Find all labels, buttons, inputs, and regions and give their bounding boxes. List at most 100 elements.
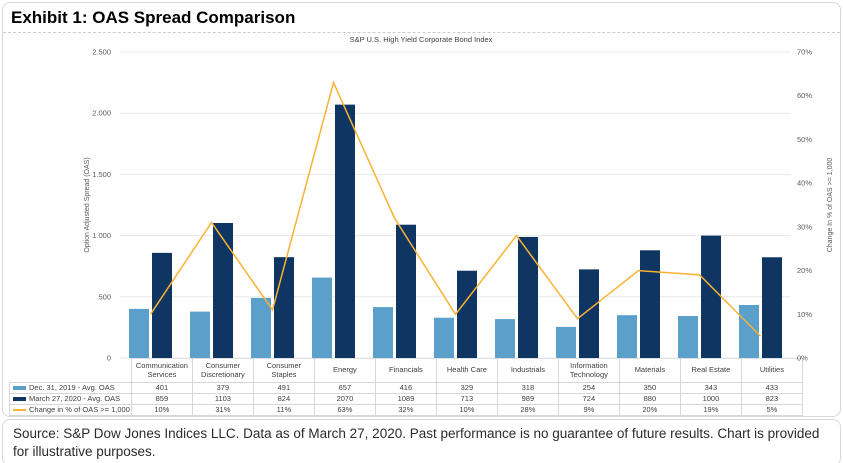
value-march-27-2020-avg-oas-materials: 880 xyxy=(618,393,681,405)
value-march-27-2020-avg-oas-consumer-discretionary: 1103 xyxy=(191,393,254,405)
value-march-27-2020-avg-oas-utilities: 823 xyxy=(740,393,803,405)
legend-label: Dec. 31, 2019 - Avg. OAS xyxy=(29,383,115,393)
category-header-real-estate: Real Estate xyxy=(679,358,742,383)
left-axis-title: Option Adjusted Spread (OAS) xyxy=(84,157,91,252)
legend-swatch-change-in-of-oas-1-000 xyxy=(13,409,26,412)
legend-march-27-2020-avg-oas: March 27, 2020 - Avg. OAS xyxy=(9,393,132,405)
bar-dec-31-2019-avg-oas-consumer-staples xyxy=(251,297,271,358)
right-axis-tick: 20% xyxy=(797,266,812,275)
value-change-in-of-oas-1-000-financials: 32% xyxy=(374,404,437,416)
value-change-in-of-oas-1-000-information-technology: 9% xyxy=(557,404,620,416)
legend-change-in-of-oas-1-000: Change in % of OAS >= 1,000 xyxy=(9,404,132,416)
value-march-27-2020-avg-oas-financials: 1089 xyxy=(374,393,437,405)
right-axis-tick: 70% xyxy=(797,48,812,57)
value-dec-31-2019-avg-oas-energy: 657 xyxy=(313,382,376,394)
bar-dec-31-2019-avg-oas-energy xyxy=(312,277,332,358)
bar-dec-31-2019-avg-oas-consumer-discretionary xyxy=(190,311,210,358)
category-header-consumer-staples: Consumer Staples xyxy=(252,358,315,383)
bar-dec-31-2019-avg-oas-real-estate xyxy=(678,316,698,358)
value-dec-31-2019-avg-oas-consumer-staples: 491 xyxy=(252,382,315,394)
bar-march-27-2020-avg-oas-financials xyxy=(396,224,416,358)
bar-march-27-2020-avg-oas-materials xyxy=(640,250,660,358)
table-legend-corner xyxy=(9,358,132,383)
value-change-in-of-oas-1-000-communication-services: 10% xyxy=(130,404,193,416)
bar-dec-31-2019-avg-oas-information-technology xyxy=(556,326,576,358)
category-header-industrials: Industrials xyxy=(496,358,559,383)
value-march-27-2020-avg-oas-information-technology: 724 xyxy=(557,393,620,405)
bar-march-27-2020-avg-oas-industrials xyxy=(518,236,538,358)
bar-dec-31-2019-avg-oas-health-care xyxy=(434,317,454,358)
value-change-in-of-oas-1-000-consumer-discretionary: 31% xyxy=(191,404,254,416)
right-axis-tick: 10% xyxy=(797,310,812,319)
left-axis-tick: 1.000 xyxy=(92,231,111,240)
bar-march-27-2020-avg-oas-consumer-discretionary xyxy=(213,222,233,358)
value-change-in-of-oas-1-000-consumer-staples: 11% xyxy=(252,404,315,416)
value-march-27-2020-avg-oas-consumer-staples: 824 xyxy=(252,393,315,405)
category-header-materials: Materials xyxy=(618,358,681,383)
bar-march-27-2020-avg-oas-energy xyxy=(335,104,355,358)
right-axis-title: Change In % of OAS >= 1,000 xyxy=(827,158,834,253)
value-march-27-2020-avg-oas-communication-services: 859 xyxy=(130,393,193,405)
right-axis-tick: 30% xyxy=(797,222,812,231)
value-dec-31-2019-avg-oas-communication-services: 401 xyxy=(130,382,193,394)
bar-march-27-2020-avg-oas-information-technology xyxy=(579,269,599,358)
chart-title: S&P U.S. High Yield Corporate Bond Index xyxy=(350,35,493,44)
left-axis-tick: 0 xyxy=(107,354,111,363)
bar-dec-31-2019-avg-oas-communication-services xyxy=(129,308,149,358)
category-header-health-care: Health Care xyxy=(435,358,498,383)
value-march-27-2020-avg-oas-real-estate: 1000 xyxy=(679,393,742,405)
bar-march-27-2020-avg-oas-utilities xyxy=(762,257,782,358)
bar-march-27-2020-avg-oas-health-care xyxy=(457,270,477,358)
exhibit-title: Exhibit 1: OAS Spread Comparison xyxy=(3,3,840,33)
bar-dec-31-2019-avg-oas-financials xyxy=(373,307,393,358)
legend-label: March 27, 2020 - Avg. OAS xyxy=(29,394,121,404)
value-dec-31-2019-avg-oas-industrials: 318 xyxy=(496,382,559,394)
category-header-energy: Energy xyxy=(313,358,376,383)
right-axis-tick: 0% xyxy=(797,354,808,363)
source-note: Source: S&P Dow Jones Indices LLC. Data … xyxy=(13,426,820,459)
category-header-consumer-discretionary: Consumer Discretionary xyxy=(191,358,254,383)
bar-dec-31-2019-avg-oas-materials xyxy=(617,315,637,358)
bar-march-27-2020-avg-oas-communication-services xyxy=(152,252,172,358)
category-header-communication-services: Communication Services xyxy=(130,358,193,383)
value-march-27-2020-avg-oas-energy: 2070 xyxy=(313,393,376,405)
bar-march-27-2020-avg-oas-real-estate xyxy=(701,235,721,358)
chart-panel: Exhibit 1: OAS Spread Comparison S&P U.S… xyxy=(2,2,841,417)
legend-swatch-march-27-2020-avg-oas xyxy=(13,397,26,402)
category-header-utilities: Utilities xyxy=(740,358,803,383)
chart-data-table: Communication Services Consumer Discretio… xyxy=(9,358,803,416)
right-axis-tick: 50% xyxy=(797,135,812,144)
bar-march-27-2020-avg-oas-consumer-staples xyxy=(274,257,294,358)
left-axis-tick: 2.500 xyxy=(92,48,111,57)
value-march-27-2020-avg-oas-health-care: 713 xyxy=(435,393,498,405)
source-note-panel: Source: S&P Dow Jones Indices LLC. Data … xyxy=(2,419,841,463)
value-march-27-2020-avg-oas-industrials: 989 xyxy=(496,393,559,405)
change-pct-line xyxy=(149,80,762,337)
category-header-financials: Financials xyxy=(374,358,437,383)
value-change-in-of-oas-1-000-real-estate: 19% xyxy=(679,404,742,416)
value-dec-31-2019-avg-oas-financials: 416 xyxy=(374,382,437,394)
value-change-in-of-oas-1-000-industrials: 28% xyxy=(496,404,559,416)
oas-spread-chart: S&P U.S. High Yield Corporate Bond Index… xyxy=(84,35,834,363)
value-dec-31-2019-avg-oas-utilities: 433 xyxy=(740,382,803,394)
right-axis-tick: 40% xyxy=(797,179,812,188)
value-dec-31-2019-avg-oas-materials: 350 xyxy=(618,382,681,394)
legend-swatch-dec-31-2019-avg-oas xyxy=(13,386,26,391)
bar-dec-31-2019-avg-oas-industrials xyxy=(495,319,515,358)
value-dec-31-2019-avg-oas-real-estate: 343 xyxy=(679,382,742,394)
bar-dec-31-2019-avg-oas-utilities xyxy=(739,305,759,358)
left-axis-tick: 500 xyxy=(98,292,111,301)
legend-dec-31-2019-avg-oas: Dec. 31, 2019 - Avg. OAS xyxy=(9,382,132,394)
value-change-in-of-oas-1-000-utilities: 5% xyxy=(740,404,803,416)
left-axis-tick: 2.000 xyxy=(92,109,111,118)
value-dec-31-2019-avg-oas-health-care: 329 xyxy=(435,382,498,394)
left-axis-tick: 1.500 xyxy=(92,170,111,179)
right-axis-tick: 60% xyxy=(797,91,812,100)
value-change-in-of-oas-1-000-health-care: 10% xyxy=(435,404,498,416)
value-change-in-of-oas-1-000-materials: 20% xyxy=(618,404,681,416)
category-header-information-technology: Information Technology xyxy=(557,358,620,383)
legend-label: Change in % of OAS >= 1,000 xyxy=(29,405,130,415)
value-change-in-of-oas-1-000-energy: 63% xyxy=(313,404,376,416)
value-dec-31-2019-avg-oas-information-technology: 254 xyxy=(557,382,620,394)
